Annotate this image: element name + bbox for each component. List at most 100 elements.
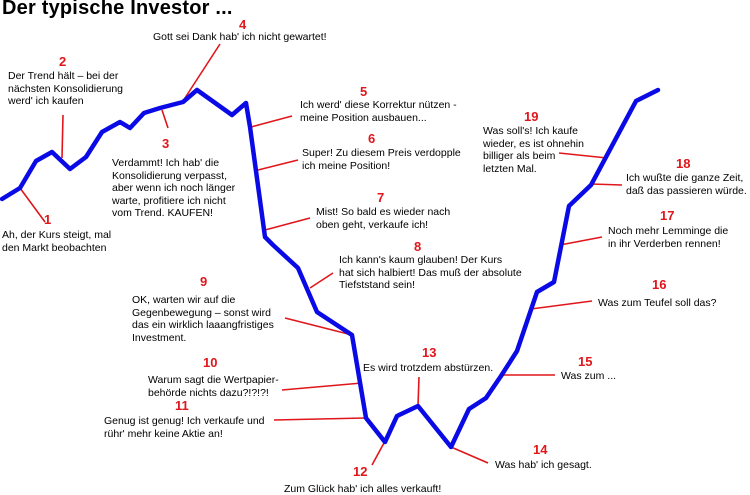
annotation-number-12: 12 <box>353 464 368 479</box>
callout-line-1 <box>19 187 46 223</box>
annotation-text-10: Warum sagt die Wertpapier-behörde nichts… <box>148 374 279 399</box>
annotation-text-5: Ich werd' diese Korrektur nützen - meine … <box>300 99 457 124</box>
annotation-number-4: 4 <box>239 17 247 32</box>
callout-line-3 <box>161 109 169 129</box>
annotation-line: billiger als beim <box>483 150 556 162</box>
callout-lines <box>19 43 623 466</box>
annotation-line: Tiefststand sein! <box>339 279 416 291</box>
annotation-line: Warum sagt die Wertpapier- <box>148 374 279 386</box>
annotation-line: Es wird trotzdem abstürzen. <box>363 362 494 374</box>
callout-line-4 <box>182 43 221 102</box>
annotation-line: OK, warten wir auf die <box>132 294 236 306</box>
annotation-number-5: 5 <box>360 84 368 99</box>
annotation-line: Ich werd' diese Korrektur nützen - <box>300 99 457 111</box>
callout-line-8 <box>309 272 334 289</box>
callout-line-12 <box>371 442 385 466</box>
annotation-text-14: Was hab' ich gesagt. <box>495 459 592 472</box>
annotation-line: Noch mehr Lemminge die <box>608 225 729 237</box>
callout-line-11 <box>273 417 366 421</box>
annotation-text-16: Was zum Teufel soll das? <box>598 297 716 310</box>
annotation-number-14: 14 <box>533 442 548 457</box>
callout-line-19 <box>558 152 608 159</box>
annotation-line: Was zum Teufel soll das? <box>598 297 717 309</box>
annotation-line: behörde nichts dazu?!?!?! <box>148 386 269 399</box>
callout-line-18 <box>590 183 623 186</box>
annotation-line: letzten Mal. <box>483 162 537 175</box>
annotation-line: ich meine Position! <box>302 159 391 172</box>
annotation-line: Zum Glück hab' ich alles verkauft! <box>284 483 442 495</box>
annotation-line: wieder, es ist ohnehin <box>483 137 584 150</box>
annotation-line: Konsolidierung verpasst, <box>112 169 227 182</box>
annotation-number-7: 7 <box>377 190 385 205</box>
annotation-number-9: 9 <box>200 274 208 289</box>
annotation-line: warte, profitiere ich nicht <box>112 194 226 207</box>
annotation-text-17: Noch mehr Lemminge die in ihr Verderben r… <box>608 225 728 250</box>
annotation-number-11: 11 <box>175 398 189 413</box>
annotation-line: werd' ich kaufen <box>8 95 84 107</box>
annotation-text-19: Was soll's! Ich kaufe wieder, es ist ohne… <box>483 125 584 175</box>
annotation-line: nächsten Konsolidierung <box>8 82 123 95</box>
annotation-line: Genug ist genug! Ich verkaufe und <box>104 415 265 427</box>
annotation-text-4: Gott sei Dank hab' ich nicht gewartet! <box>153 31 327 44</box>
annotation-line: Der Trend hält – bei der <box>8 70 119 82</box>
callout-line-10 <box>281 382 363 391</box>
callout-line-5 <box>250 115 293 128</box>
annotation-text-2: Der Trend hält – bei der nächsten Konsoli… <box>8 70 123 108</box>
annotation-number-17: 17 <box>660 208 675 223</box>
annotation-line: aber wenn ich noch länger <box>112 182 236 194</box>
annotation-line: den Markt beobachten <box>2 241 107 254</box>
annotation-line: rühr' mehr keine Aktie an! <box>104 427 223 440</box>
callout-line-13 <box>417 376 420 407</box>
annotation-line: Gegenbewegung – sonst wird <box>132 306 271 319</box>
annotation-text-6: Super! Zu diesem Preis verdopple ich mein… <box>302 147 461 172</box>
annotation-number-19: 19 <box>524 109 539 124</box>
callout-line-9 <box>284 317 353 336</box>
annotation-text-8: Ich kann's kaum glauben! Der Kurs hat sic… <box>339 254 522 292</box>
annotation-number-1: 1 <box>44 212 52 227</box>
annotation-line: in ihr Verderben rennen! <box>608 237 721 250</box>
annotation-line: Investment. <box>132 331 187 344</box>
annotation-line: Was hab' ich gesagt. <box>495 459 592 471</box>
annotation-text-9: OK, warten wir auf die Gegenbewegung – so… <box>132 294 274 344</box>
annotation-text-18: Ich wußte die ganze Zeit, daß das passier… <box>626 172 747 197</box>
annotation-line: vom Trend. KAUFEN! <box>112 207 213 219</box>
annotation-line: Ah, der Kurs steigt, mal <box>2 229 112 241</box>
annotation-text-1: Ah, der Kurs steigt, mal den Markt beobac… <box>2 229 111 254</box>
annotation-text-15: Was zum ... <box>561 370 616 383</box>
annotation-line: Ich kann's kaum glauben! Der Kurs <box>339 254 503 266</box>
annotation-number-3: 3 <box>162 136 170 151</box>
annotation-number-10: 10 <box>203 355 218 370</box>
price-line <box>0 87 661 450</box>
annotation-text-12: Zum Glück hab' ich alles verkauft! <box>284 483 441 495</box>
annotation-line: Was soll's! Ich kaufe <box>483 125 578 137</box>
annotation-text-11: Genug ist genug! Ich verkaufe und rühr' m… <box>104 415 265 440</box>
annotation-text-13: Es wird trotzdem abstürzen. <box>363 362 493 375</box>
callout-line-6 <box>257 159 299 171</box>
annotation-line: Mist! So bald es wieder nach <box>316 206 451 218</box>
callout-line-17 <box>559 236 603 246</box>
annotation-number-16: 16 <box>652 277 667 292</box>
annotation-number-15: 15 <box>578 354 593 369</box>
annotation-line: oben geht, verkaufe ich! <box>316 218 429 231</box>
annotation-line: Gott sei Dank hab' ich nicht gewartet! <box>153 31 327 43</box>
annotation-text-3: Verdammt! Ich hab' die Konsolidierung ver… <box>112 157 235 220</box>
annotation-number-6: 6 <box>368 131 376 146</box>
callout-line-16 <box>530 300 593 310</box>
annotation-text-7: Mist! So bald es wieder nach oben geht, v… <box>316 206 450 231</box>
callout-line-14 <box>450 446 489 464</box>
annotation-number-13: 13 <box>422 345 437 360</box>
annotation-line: hat sich halbiert! Das muß der absolute <box>339 266 522 279</box>
annotation-number-8: 8 <box>414 239 422 254</box>
annotation-number-18: 18 <box>676 156 691 171</box>
annotation-line: Verdammt! Ich hab' die <box>112 157 220 169</box>
callout-line-7 <box>264 217 311 231</box>
annotation-line: Super! Zu diesem Preis verdopple <box>302 147 461 159</box>
annotation-line: Was zum ... <box>561 370 617 382</box>
page-title: Der typische Investor ... <box>2 0 233 19</box>
annotation-number-2: 2 <box>59 54 67 69</box>
annotation-line: daß das passieren würde. <box>626 184 747 197</box>
annotation-line: das ein wirklich laaangfristiges <box>132 319 274 331</box>
annotation-line: Ich wußte die ganze Zeit, <box>626 172 744 184</box>
